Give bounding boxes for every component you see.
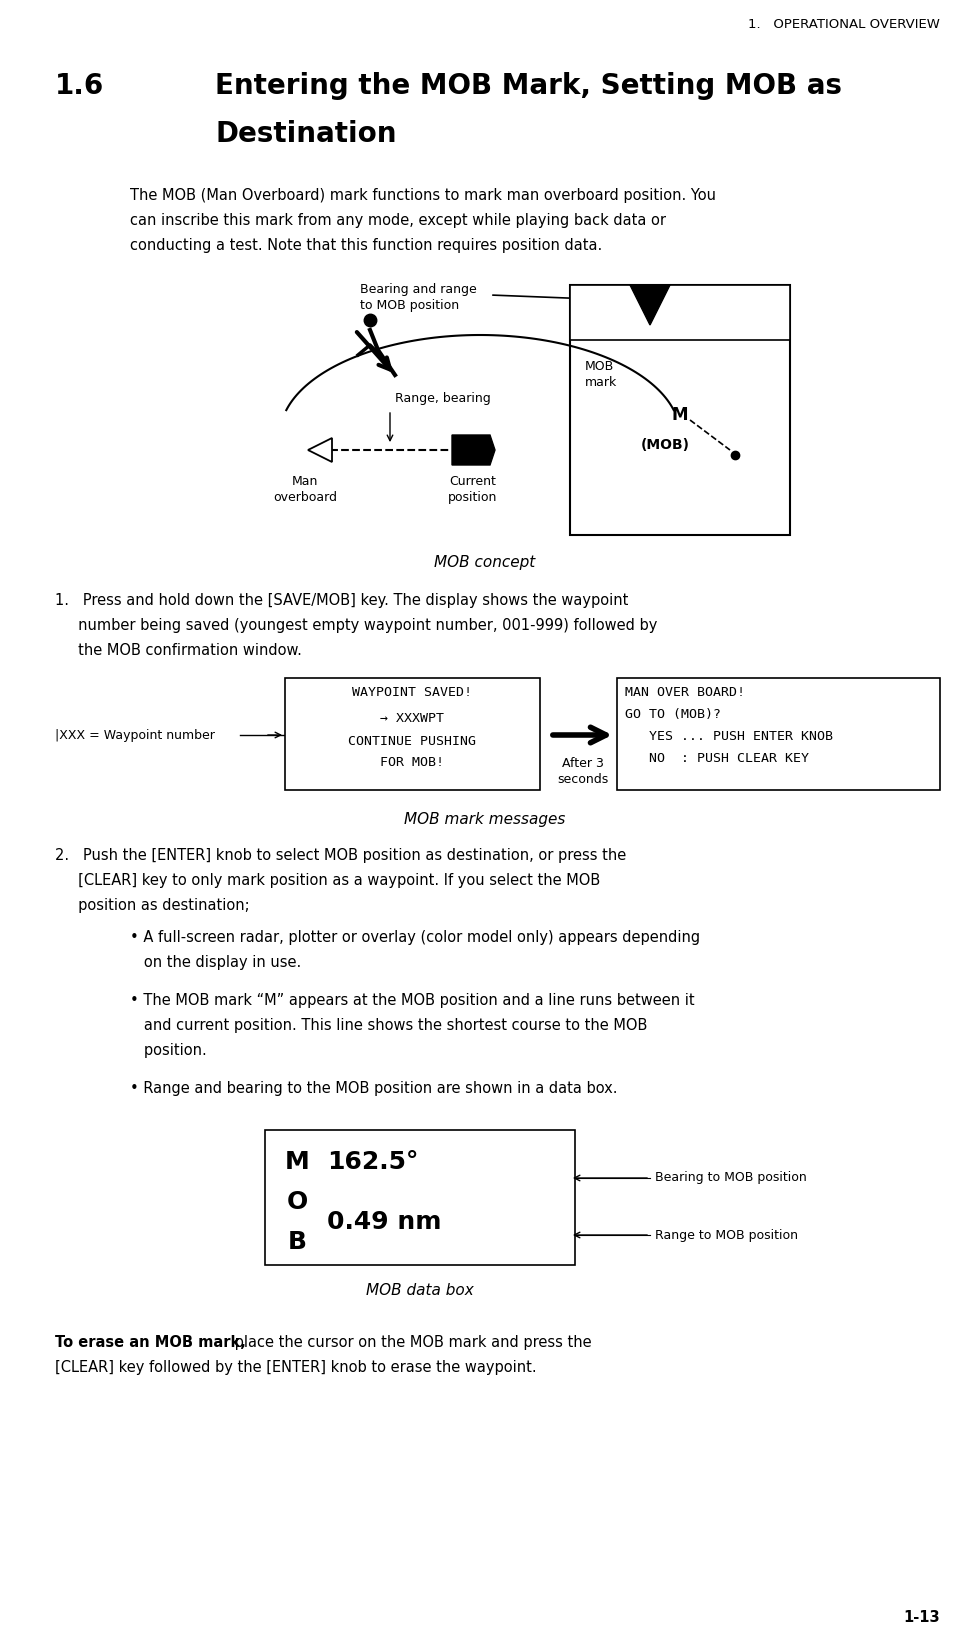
Text: Range to MOB position: Range to MOB position — [655, 1229, 798, 1242]
Text: place the cursor on the MOB mark and press the: place the cursor on the MOB mark and pre… — [230, 1335, 591, 1350]
Bar — [617, 678, 940, 789]
Text: Bearing to MOB position: Bearing to MOB position — [655, 1172, 807, 1185]
Text: Man
overboard: Man overboard — [273, 475, 337, 503]
Text: M: M — [672, 405, 688, 423]
Text: Range, bearing: Range, bearing — [395, 392, 490, 405]
Text: • Range and bearing to the MOB position are shown in a data box.: • Range and bearing to the MOB position … — [130, 1082, 618, 1096]
Text: MOB mark messages: MOB mark messages — [404, 812, 566, 827]
Text: To erase an MOB mark,: To erase an MOB mark, — [55, 1335, 246, 1350]
Text: (MOB): (MOB) — [641, 438, 689, 453]
Text: Current
position: Current position — [449, 475, 498, 503]
Text: 0.49 nm: 0.49 nm — [327, 1211, 442, 1234]
Text: 2.   Push the [ENTER] knob to select MOB position as destination, or press the: 2. Push the [ENTER] knob to select MOB p… — [55, 848, 626, 863]
Bar — [265, 1131, 575, 1265]
Text: position.: position. — [130, 1042, 207, 1057]
Text: |XXX = Waypoint number: |XXX = Waypoint number — [55, 729, 215, 742]
Text: and current position. This line shows the shortest course to the MOB: and current position. This line shows th… — [130, 1018, 648, 1033]
Text: can inscribe this mark from any mode, except while playing back data or: can inscribe this mark from any mode, ex… — [130, 212, 666, 229]
Text: Bearing and range
to MOB position: Bearing and range to MOB position — [360, 283, 477, 312]
Text: 1.   OPERATIONAL OVERVIEW: 1. OPERATIONAL OVERVIEW — [748, 18, 940, 31]
Text: MOB data box: MOB data box — [366, 1283, 474, 1297]
Bar — [285, 678, 540, 789]
Text: MOB concept: MOB concept — [434, 556, 536, 570]
Text: 1-13: 1-13 — [903, 1609, 940, 1624]
Text: B: B — [287, 1230, 307, 1253]
Text: GO TO (MOB)?: GO TO (MOB)? — [625, 708, 721, 721]
Text: The MOB (Man Overboard) mark functions to mark man overboard position. You: The MOB (Man Overboard) mark functions t… — [130, 188, 716, 203]
Text: FOR MOB!: FOR MOB! — [381, 757, 445, 770]
Text: on the display in use.: on the display in use. — [130, 954, 301, 971]
Bar — [570, 284, 790, 340]
Text: MAN OVER BOARD!: MAN OVER BOARD! — [625, 686, 745, 699]
Text: 1.   Press and hold down the [SAVE/MOB] key. The display shows the waypoint: 1. Press and hold down the [SAVE/MOB] ke… — [55, 593, 628, 608]
Text: → XXXWPT: → XXXWPT — [381, 712, 445, 725]
Text: Entering the MOB Mark, Setting MOB as: Entering the MOB Mark, Setting MOB as — [215, 72, 842, 100]
Text: WAYPOINT SAVED!: WAYPOINT SAVED! — [352, 686, 473, 699]
Text: MOB
mark: MOB mark — [585, 359, 618, 389]
Text: YES ... PUSH ENTER KNOB: YES ... PUSH ENTER KNOB — [625, 730, 833, 743]
Text: 162.5°: 162.5° — [327, 1150, 419, 1173]
Text: • A full-screen radar, plotter or overlay (color model only) appears depending: • A full-screen radar, plotter or overla… — [130, 930, 700, 944]
Text: [CLEAR] key followed by the [ENTER] knob to erase the waypoint.: [CLEAR] key followed by the [ENTER] knob… — [55, 1359, 537, 1374]
Text: O: O — [286, 1190, 308, 1214]
Polygon shape — [630, 284, 670, 325]
Polygon shape — [452, 435, 495, 466]
Text: number being saved (youngest empty waypoint number, 001-999) followed by: number being saved (youngest empty waypo… — [55, 618, 657, 632]
Text: position as destination;: position as destination; — [55, 899, 250, 913]
Text: M: M — [285, 1150, 310, 1173]
Text: NO  : PUSH CLEAR KEY: NO : PUSH CLEAR KEY — [625, 752, 809, 765]
Text: conducting a test. Note that this function requires position data.: conducting a test. Note that this functi… — [130, 239, 602, 253]
Text: Destination: Destination — [215, 119, 396, 149]
Bar — [570, 284, 790, 534]
Text: [CLEAR] key to only mark position as a waypoint. If you select the MOB: [CLEAR] key to only mark position as a w… — [55, 873, 600, 887]
Text: CONTINUE PUSHING: CONTINUE PUSHING — [349, 735, 477, 748]
Text: • The MOB mark “M” appears at the MOB position and a line runs between it: • The MOB mark “M” appears at the MOB po… — [130, 993, 694, 1008]
Polygon shape — [308, 438, 332, 462]
Text: the MOB confirmation window.: the MOB confirmation window. — [55, 644, 302, 659]
Text: After 3
seconds: After 3 seconds — [557, 757, 608, 786]
Text: 1.6: 1.6 — [55, 72, 104, 100]
